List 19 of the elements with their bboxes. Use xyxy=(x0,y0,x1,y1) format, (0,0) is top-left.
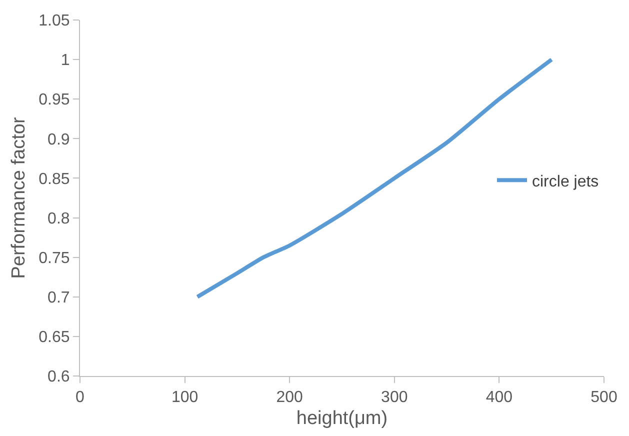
y-tick-label: 0.7 xyxy=(48,289,70,306)
y-tick-label: 0.95 xyxy=(38,92,70,109)
x-tick-label: 0 xyxy=(76,389,85,406)
legend-label: circle jets xyxy=(532,173,599,190)
x-axis-title: height(μm) xyxy=(296,408,388,429)
y-tick-label: 0.6 xyxy=(48,368,70,386)
x-tick-label: 100 xyxy=(171,389,198,406)
x-tick-label: 500 xyxy=(590,389,618,406)
x-tick-label: 400 xyxy=(486,389,513,406)
y-tick-label: 1 xyxy=(60,52,70,70)
y-tick-label: 0.85 xyxy=(38,170,70,188)
x-tick-label: 300 xyxy=(381,389,408,406)
x-tick-label: 200 xyxy=(276,389,304,406)
y-tick-label: 0.75 xyxy=(38,250,70,267)
y-tick-label: 1.05 xyxy=(38,12,70,30)
y-tick-label: 0.9 xyxy=(48,131,70,148)
y-axis-title: Performance factor xyxy=(8,116,30,279)
y-tick-label: 0.8 xyxy=(48,210,70,228)
y-tick-label: 0.65 xyxy=(38,329,70,346)
